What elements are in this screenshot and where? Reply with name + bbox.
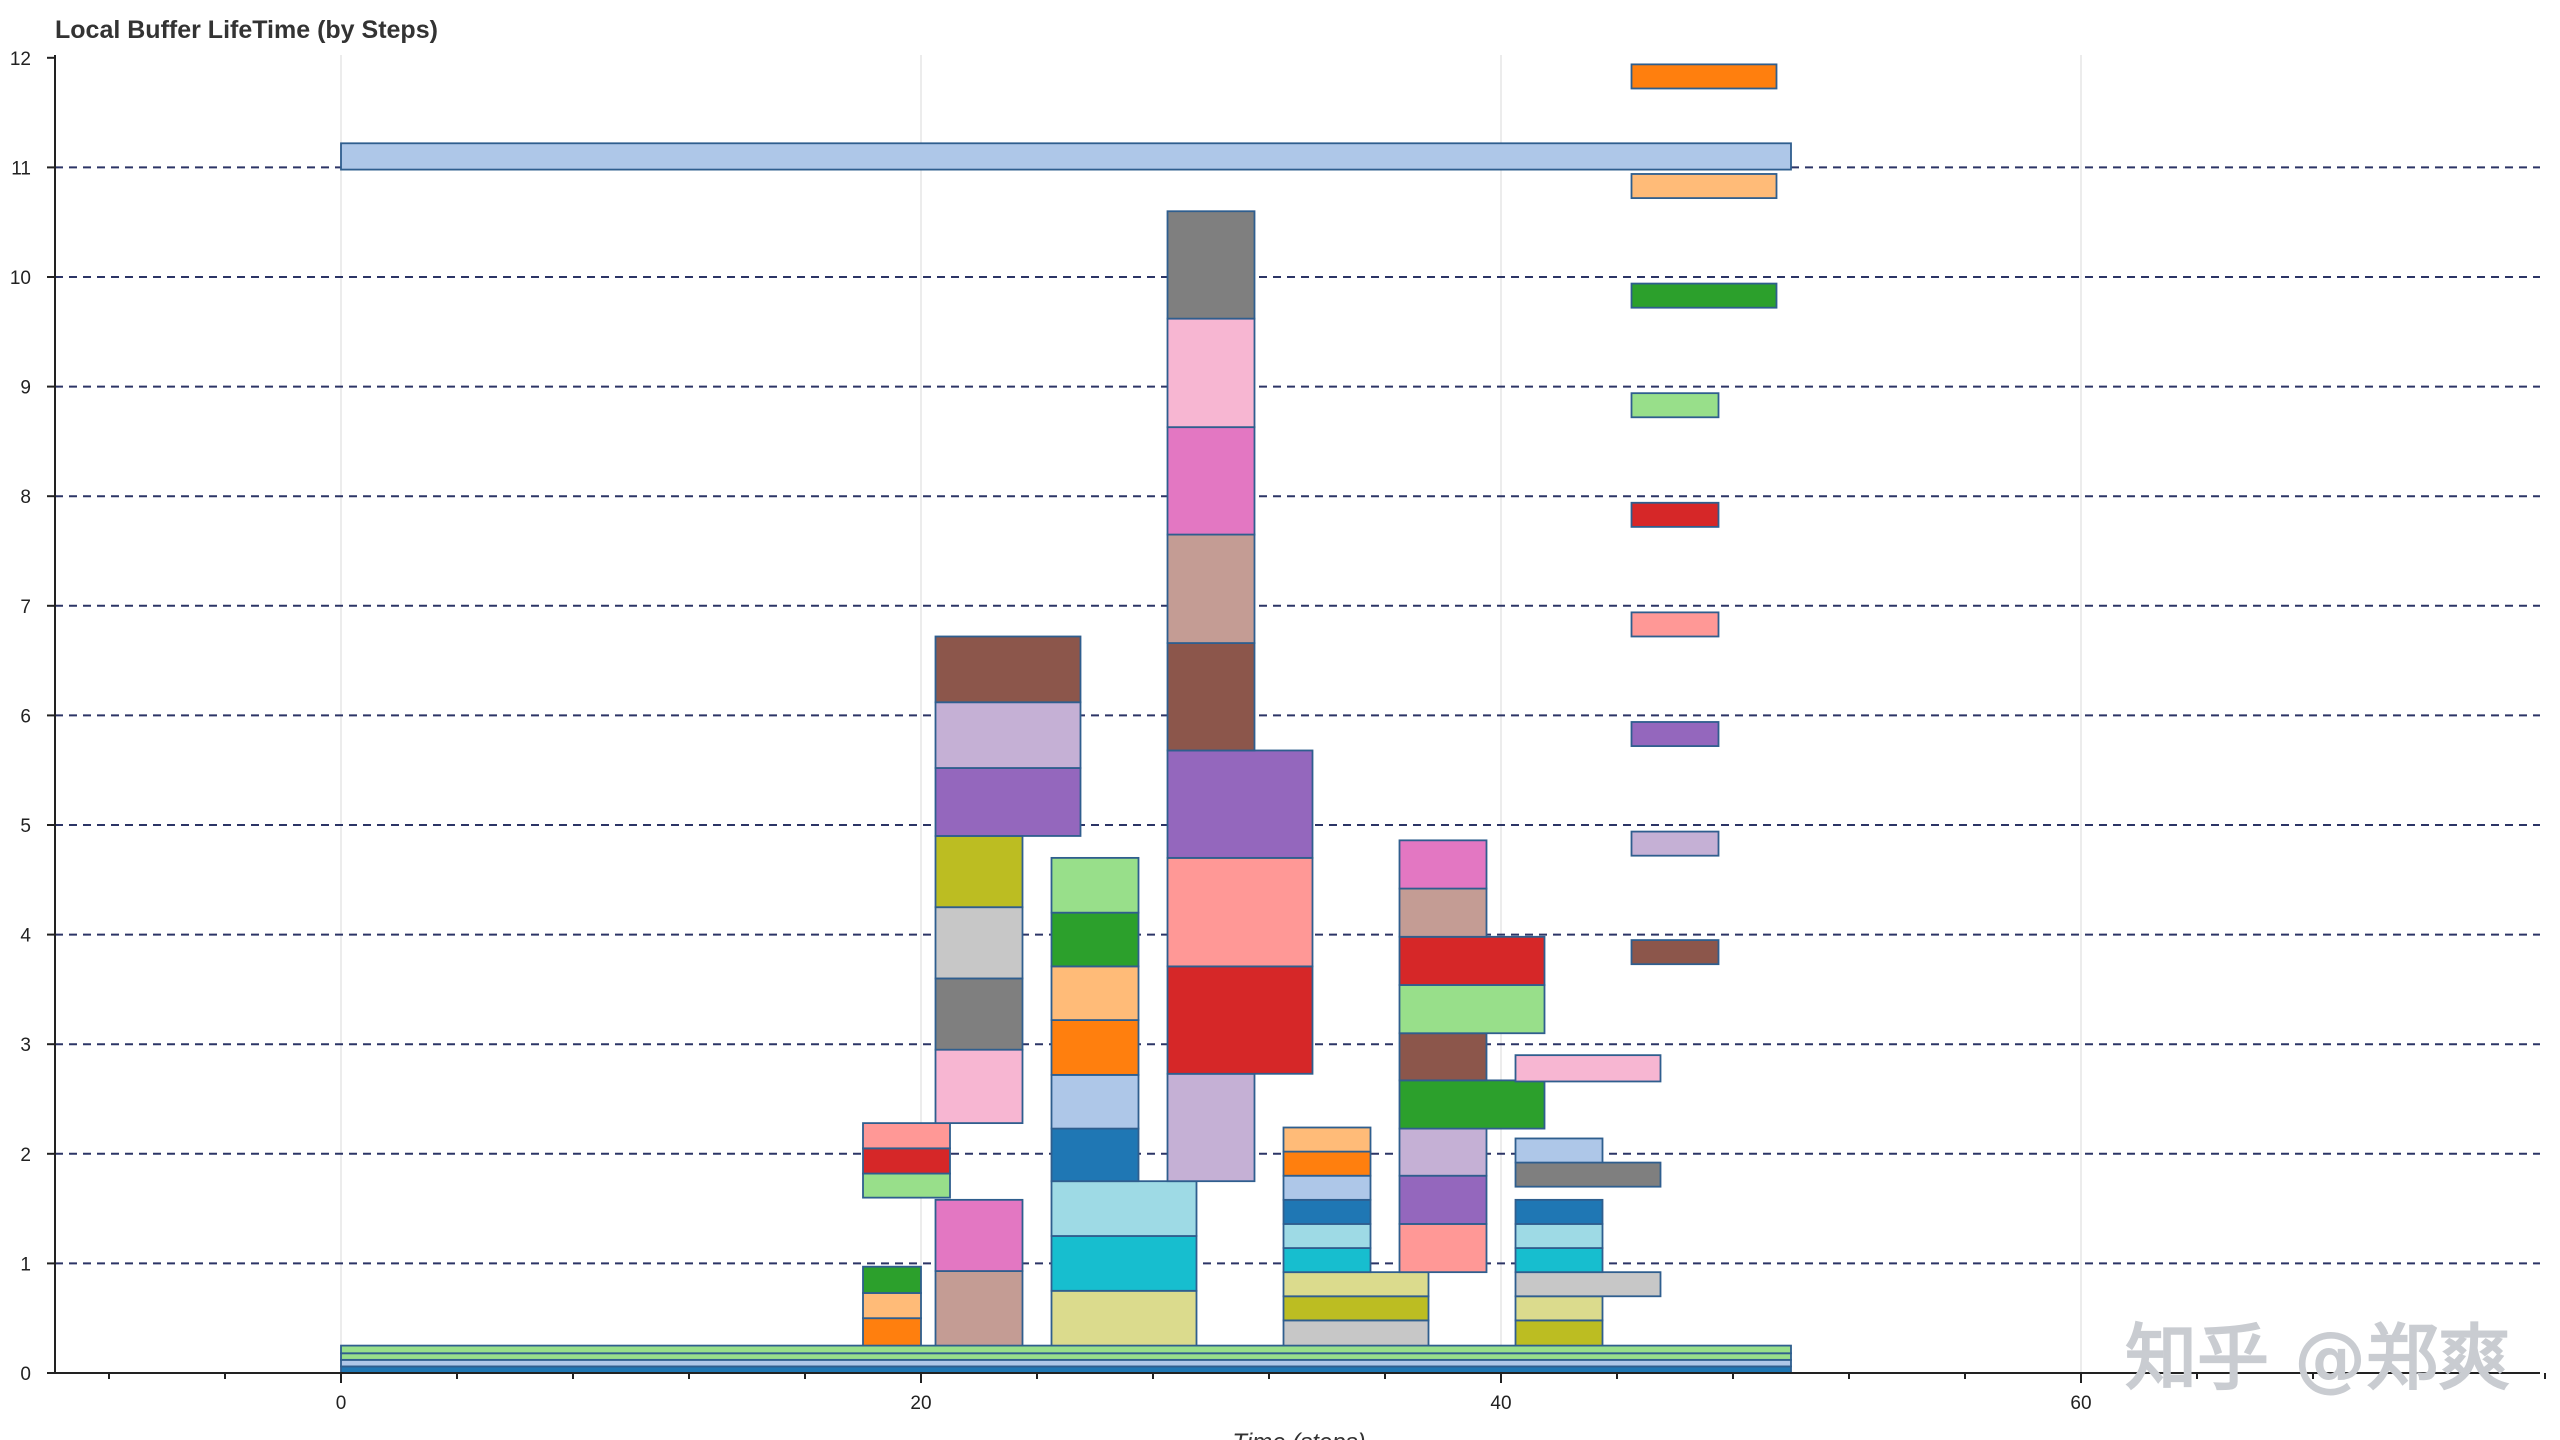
buffer-bar <box>862 1317 922 1347</box>
buffer-bar <box>1630 282 1778 309</box>
buffer-bar <box>934 906 1024 980</box>
buffer-bar <box>934 1270 1024 1347</box>
buffer-bar <box>1398 1223 1488 1274</box>
buffer-bar <box>1282 1198 1372 1225</box>
buffer-bar <box>1050 1289 1198 1347</box>
buffer-bar <box>1514 1161 1662 1188</box>
buffer-bar <box>1050 1180 1198 1237</box>
buffer-bar <box>1166 210 1256 320</box>
buffer-bar <box>1050 1127 1140 1183</box>
y-tick-label: 3 <box>20 1035 31 1056</box>
x-tick-label: 40 <box>1490 1393 1511 1414</box>
buffer-bar <box>1398 984 1546 1035</box>
buffer-bar <box>1282 1271 1430 1298</box>
buffer-bar <box>1282 1223 1372 1249</box>
buffer-bar <box>1166 1072 1256 1183</box>
buffer-bar <box>1282 1150 1372 1177</box>
buffer-bar <box>1630 173 1778 199</box>
buffer-bar <box>1282 1247 1372 1274</box>
buffer-bar <box>1282 1126 1372 1153</box>
buffer-bar <box>1166 856 1314 968</box>
buffer-bar <box>1514 1271 1662 1298</box>
buffer-bar <box>862 1147 951 1175</box>
buffer-bar <box>1398 887 1488 938</box>
buffer-bar <box>1514 1247 1604 1274</box>
buffer-bar <box>1630 830 1720 857</box>
buffer-bar <box>1514 1295 1604 1322</box>
buffer-bar <box>1630 501 1720 528</box>
buffer-bar <box>1050 1019 1140 1076</box>
buffer-bar <box>340 142 1792 171</box>
buffer-bar <box>1514 1198 1604 1225</box>
buffer-bar <box>934 635 1082 704</box>
y-tick-label: 9 <box>20 378 31 399</box>
buffer-bar <box>862 1172 951 1199</box>
buffer-bar <box>1398 1079 1546 1130</box>
y-tick-label: 12 <box>10 49 31 70</box>
y-tick-label: 0 <box>20 1364 31 1385</box>
watermark: 知乎 @郑爽 <box>2125 1316 2510 1400</box>
buffer-bar <box>1166 533 1256 644</box>
buffer-bar <box>934 1198 1024 1272</box>
y-tick-label: 11 <box>11 158 31 179</box>
buffer-bar <box>1630 392 1720 419</box>
y-tick-label: 2 <box>20 1145 31 1166</box>
buffer-bar <box>1398 1174 1488 1225</box>
buffer-bar <box>934 1048 1024 1125</box>
buffer-bar <box>1050 1073 1140 1130</box>
buffer-bar <box>1050 911 1140 968</box>
y-tick-label: 6 <box>20 706 31 727</box>
buffer-bar <box>934 701 1082 769</box>
x-tick-label: 20 <box>910 1393 931 1414</box>
buffer-bar <box>862 1122 951 1150</box>
x-axis-label: Time (steps) <box>1232 1429 1365 1440</box>
buffer-bar <box>1630 939 1720 966</box>
y-tick-label: 1 <box>20 1254 31 1275</box>
buffer-bar <box>1630 63 1778 90</box>
buffer-bar <box>1630 721 1720 747</box>
buffer-bar <box>1282 1295 1430 1322</box>
chart-title: Local Buffer LifeTime (by Steps) <box>55 16 438 44</box>
buffer-bar <box>1514 1054 1662 1083</box>
buffer-bar <box>1514 1137 1604 1164</box>
buffer-bar <box>934 835 1024 909</box>
buffer-bar <box>1282 1174 1372 1201</box>
buffer-bar <box>1398 935 1546 986</box>
buffer-bar <box>1166 642 1256 752</box>
y-tick-label: 8 <box>20 487 31 508</box>
buffer-bar <box>1166 317 1256 429</box>
y-tick-label: 7 <box>20 597 31 618</box>
buffer-bar <box>1050 856 1140 914</box>
buffer-bar <box>1166 426 1256 536</box>
buffer-bar <box>1398 839 1488 890</box>
buffer-bar <box>934 977 1024 1051</box>
buffer-bar <box>1050 1235 1198 1292</box>
y-tick-label: 10 <box>10 268 31 289</box>
buffer-bar <box>1166 965 1314 1075</box>
buffer-bars <box>340 63 1792 1374</box>
buffer-bar <box>340 1358 1792 1368</box>
buffer-bar <box>1282 1319 1430 1347</box>
buffer-bar <box>340 1352 1792 1361</box>
buffer-bar <box>1514 1223 1604 1249</box>
buffer-bar <box>1630 611 1720 638</box>
buffer-bar <box>1050 965 1140 1021</box>
buffer-bar <box>934 767 1082 837</box>
buffer-bar <box>1398 1032 1488 1082</box>
y-tick-label: 5 <box>20 816 31 837</box>
buffer-bar <box>1398 1127 1488 1177</box>
y-tick-label: 4 <box>20 926 31 947</box>
buffer-bar <box>1166 749 1314 859</box>
x-tick-label: 60 <box>2070 1393 2091 1414</box>
buffer-bar <box>862 1292 922 1320</box>
buffer-bar <box>862 1265 922 1294</box>
x-tick-label: 0 <box>336 1393 347 1414</box>
buffer-bar <box>1514 1319 1604 1347</box>
buffer-bar <box>340 1344 1792 1355</box>
